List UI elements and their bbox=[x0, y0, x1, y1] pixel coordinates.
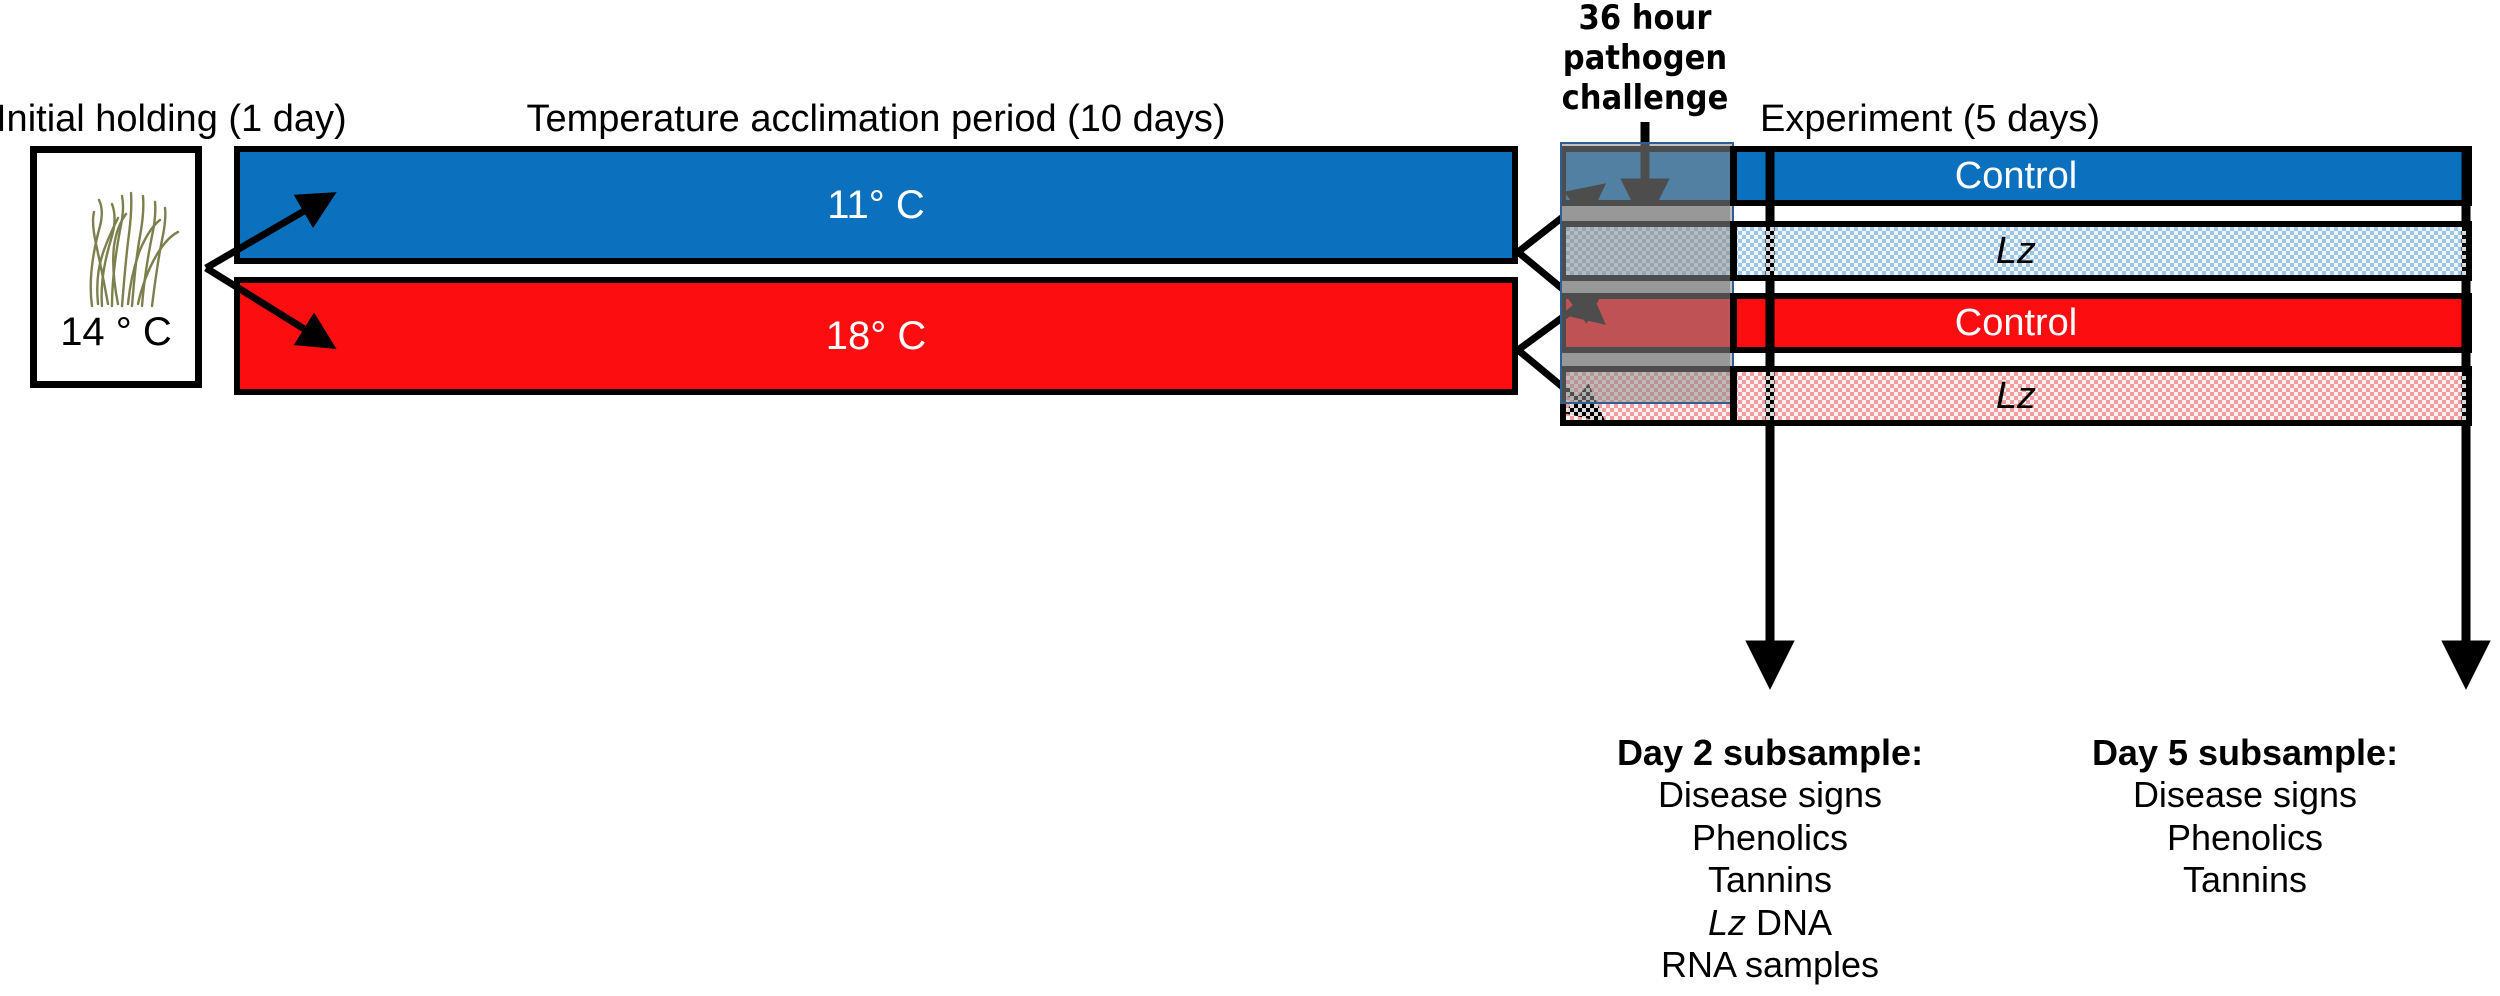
bar-separator-3 bbox=[1730, 293, 1737, 353]
challenge-line-3: challenge bbox=[1561, 78, 1729, 119]
day2-item-3-rest: DNA bbox=[1746, 901, 1833, 943]
day5-item-1: Phenolics bbox=[2166, 816, 2324, 858]
treatment-bar-warm-lz: Lz bbox=[1560, 366, 2472, 426]
bar-separator-4 bbox=[1730, 366, 1737, 426]
acclimation-warm-label: 18° C bbox=[825, 313, 927, 358]
acclimation-bar-warm: 18° C bbox=[234, 277, 1518, 395]
day5-item-0: Disease signs bbox=[2132, 774, 2358, 816]
treatment-label-cold-control: Control bbox=[1954, 154, 2078, 197]
experiment-panel: Control Lz Control Lz bbox=[1560, 142, 2472, 426]
day5-subsample-block: Day 5 subsample: Disease signs Phenolics… bbox=[2015, 732, 2475, 902]
day2-item-2: Tannins bbox=[1707, 859, 1833, 901]
day2-item-0: Disease signs bbox=[1657, 774, 1883, 816]
acclimation-cold-label: 11° C bbox=[827, 182, 925, 227]
day2-item-3: Lz DNA bbox=[1530, 902, 2010, 944]
day5-subsample-title: Day 5 subsample: bbox=[2091, 732, 2399, 773]
treatment-bar-cold-control: Control bbox=[1560, 146, 2472, 206]
experiment-header: Experiment (5 days) bbox=[1759, 98, 2101, 140]
challenge-line-2: pathogen bbox=[1562, 38, 1728, 79]
challenge-line-1: 36 hour bbox=[1578, 0, 1712, 38]
pathogen-challenge-label: 36 hour pathogen challenge bbox=[1535, 0, 1755, 118]
day2-subsample-block: Day 2 subsample: Disease signs Phenolics… bbox=[1530, 732, 2010, 987]
day2-item-4: RNA samples bbox=[1660, 944, 1880, 986]
grey-spacer-3 bbox=[1560, 353, 1730, 366]
treatment-bar-cold-lz: Lz bbox=[1560, 221, 2472, 281]
treatment-bar-warm-control: Control bbox=[1560, 293, 2472, 353]
acclimation-header: Temperature acclimation period (10 days) bbox=[526, 98, 1226, 140]
day2-item-3-italic: Lz bbox=[1707, 901, 1746, 943]
initial-holding-temperature: 14 ° C bbox=[60, 310, 172, 354]
initial-holding-box bbox=[30, 146, 202, 388]
day2-item-1: Phenolics bbox=[1691, 816, 1849, 858]
treatment-label-warm-lz: Lz bbox=[1995, 374, 2037, 417]
grey-spacer-2 bbox=[1560, 281, 1730, 293]
day5-item-2: Tannins bbox=[2182, 859, 2308, 901]
treatment-label-cold-lz: Lz bbox=[1995, 229, 2037, 272]
treatment-label-warm-control: Control bbox=[1954, 301, 2078, 344]
acclimation-bar-cold: 11° C bbox=[234, 146, 1518, 264]
grey-spacer-1 bbox=[1560, 206, 1730, 221]
bar-separator-1 bbox=[1730, 146, 1737, 206]
bar-separator-2 bbox=[1730, 221, 1737, 281]
initial-holding-header: Initial holding (1 day) bbox=[0, 98, 347, 140]
day2-subsample-title: Day 2 subsample: bbox=[1616, 732, 1924, 773]
seagrass-icon bbox=[89, 191, 180, 308]
